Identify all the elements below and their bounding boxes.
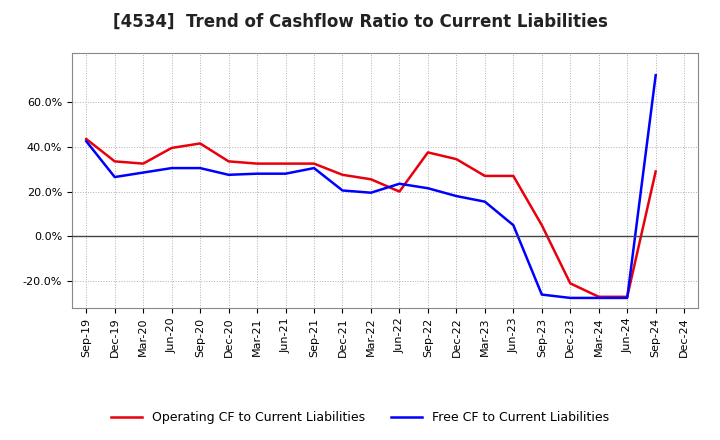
Free CF to Current Liabilities	[110, 174, 119, 180]
Free CF to Current Liabilities	[225, 172, 233, 177]
Operating CF to Current Liabilities	[537, 223, 546, 228]
Operating CF to Current Liabilities	[423, 150, 432, 155]
Free CF to Current Liabilities	[139, 170, 148, 175]
Operating CF to Current Liabilities	[623, 294, 631, 300]
Operating CF to Current Liabilities	[253, 161, 261, 166]
Operating CF to Current Liabilities	[452, 157, 461, 162]
Free CF to Current Liabilities	[537, 292, 546, 297]
Operating CF to Current Liabilities	[167, 145, 176, 150]
Line: Free CF to Current Liabilities: Free CF to Current Liabilities	[86, 75, 656, 298]
Free CF to Current Liabilities	[595, 295, 603, 301]
Operating CF to Current Liabilities	[566, 281, 575, 286]
Line: Operating CF to Current Liabilities: Operating CF to Current Liabilities	[86, 139, 656, 297]
Free CF to Current Liabilities	[395, 181, 404, 187]
Operating CF to Current Liabilities	[139, 161, 148, 166]
Free CF to Current Liabilities	[282, 171, 290, 176]
Operating CF to Current Liabilities	[110, 159, 119, 164]
Free CF to Current Liabilities	[623, 295, 631, 301]
Free CF to Current Liabilities	[480, 199, 489, 204]
Free CF to Current Liabilities	[509, 223, 518, 228]
Free CF to Current Liabilities	[82, 139, 91, 144]
Operating CF to Current Liabilities	[196, 141, 204, 146]
Operating CF to Current Liabilities	[82, 136, 91, 142]
Free CF to Current Liabilities	[652, 73, 660, 78]
Operating CF to Current Liabilities	[310, 161, 318, 166]
Operating CF to Current Liabilities	[225, 159, 233, 164]
Free CF to Current Liabilities	[167, 165, 176, 171]
Text: [4534]  Trend of Cashflow Ratio to Current Liabilities: [4534] Trend of Cashflow Ratio to Curren…	[112, 13, 608, 31]
Free CF to Current Liabilities	[196, 165, 204, 171]
Legend: Operating CF to Current Liabilities, Free CF to Current Liabilities: Operating CF to Current Liabilities, Fre…	[106, 407, 614, 429]
Operating CF to Current Liabilities	[595, 294, 603, 300]
Operating CF to Current Liabilities	[366, 176, 375, 182]
Operating CF to Current Liabilities	[480, 173, 489, 179]
Free CF to Current Liabilities	[310, 165, 318, 171]
Free CF to Current Liabilities	[452, 194, 461, 199]
Operating CF to Current Liabilities	[338, 172, 347, 177]
Operating CF to Current Liabilities	[509, 173, 518, 179]
Free CF to Current Liabilities	[423, 186, 432, 191]
Free CF to Current Liabilities	[566, 295, 575, 301]
Operating CF to Current Liabilities	[395, 189, 404, 194]
Operating CF to Current Liabilities	[282, 161, 290, 166]
Operating CF to Current Liabilities	[652, 169, 660, 174]
Free CF to Current Liabilities	[366, 190, 375, 195]
Free CF to Current Liabilities	[338, 188, 347, 193]
Free CF to Current Liabilities	[253, 171, 261, 176]
